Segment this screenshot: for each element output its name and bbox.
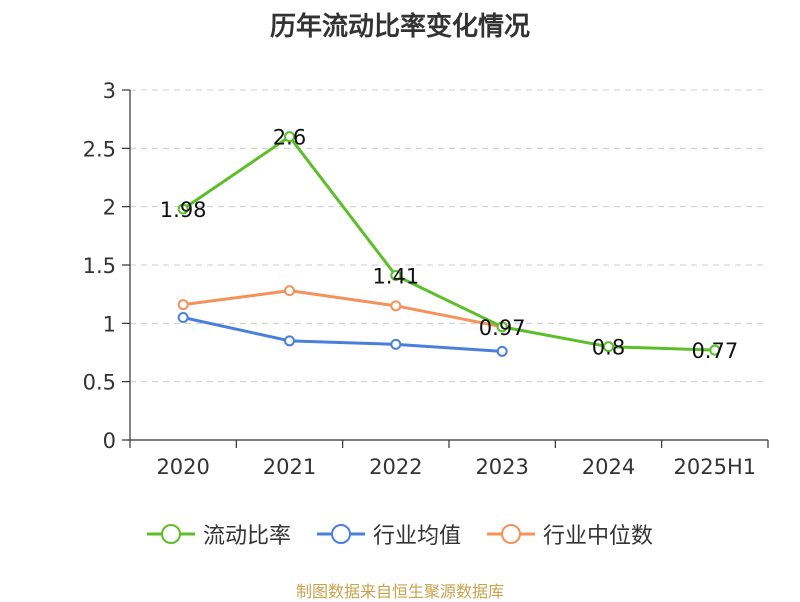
data-label: 1.41	[372, 265, 419, 289]
legend-marker-icon	[146, 524, 195, 544]
data-point	[177, 203, 189, 215]
y-tick-label: 2.5	[83, 137, 116, 161]
chart-legend: 流动比率 行业均值 行业中位数	[0, 518, 800, 550]
legend-label: 行业中位数	[543, 524, 654, 549]
data-label: 2.6	[273, 126, 306, 150]
x-tick-label: 2020	[156, 455, 209, 479]
data-point	[284, 335, 295, 347]
y-tick-label: 0.5	[83, 371, 116, 395]
data-point	[390, 338, 402, 350]
data-label: 0.8	[592, 336, 625, 360]
data-point	[177, 299, 189, 311]
legend-label: 流动比率	[202, 524, 291, 549]
legend-item[interactable]: 流动比率	[146, 518, 291, 550]
x-tick-label: 2022	[369, 455, 422, 479]
data-point	[284, 131, 295, 143]
data-point	[603, 341, 614, 353]
data-point	[496, 345, 508, 357]
data-source-note: 制图数据来自恒生聚源数据库	[295, 582, 504, 601]
chart-title: 历年流动比率变化情况	[269, 12, 530, 42]
legend-marker-icon	[316, 524, 365, 544]
series-line-0	[182, 135, 715, 352]
legend-marker-icon	[487, 524, 535, 544]
series-line-1	[182, 316, 503, 353]
legend-label: 行业均值	[372, 524, 461, 549]
data-point	[177, 312, 189, 323]
x-tick-label: 2023	[475, 455, 528, 479]
y-tick-label: 0	[103, 429, 116, 453]
data-point	[709, 344, 721, 356]
y-tick-label: 1.5	[83, 254, 116, 278]
data-point	[390, 270, 402, 281]
data-label: 1.98	[160, 198, 207, 222]
series-line-2	[182, 289, 503, 329]
data-label: 0.97	[479, 316, 526, 340]
data-point	[284, 285, 295, 297]
x-tick-label: 2024	[582, 455, 635, 479]
legend-item[interactable]: 行业均值	[316, 518, 461, 550]
x-tick-label: 2021	[263, 455, 316, 479]
data-point	[496, 321, 508, 333]
y-tick-label: 1	[103, 312, 116, 336]
data-label: 0.77	[691, 339, 738, 363]
y-tick-label: 3	[103, 79, 116, 103]
legend-item[interactable]: 行业中位数	[487, 518, 653, 550]
x-tick-label: 2025H1	[674, 455, 757, 479]
y-tick-label: 2	[103, 196, 116, 220]
data-point	[390, 300, 402, 312]
